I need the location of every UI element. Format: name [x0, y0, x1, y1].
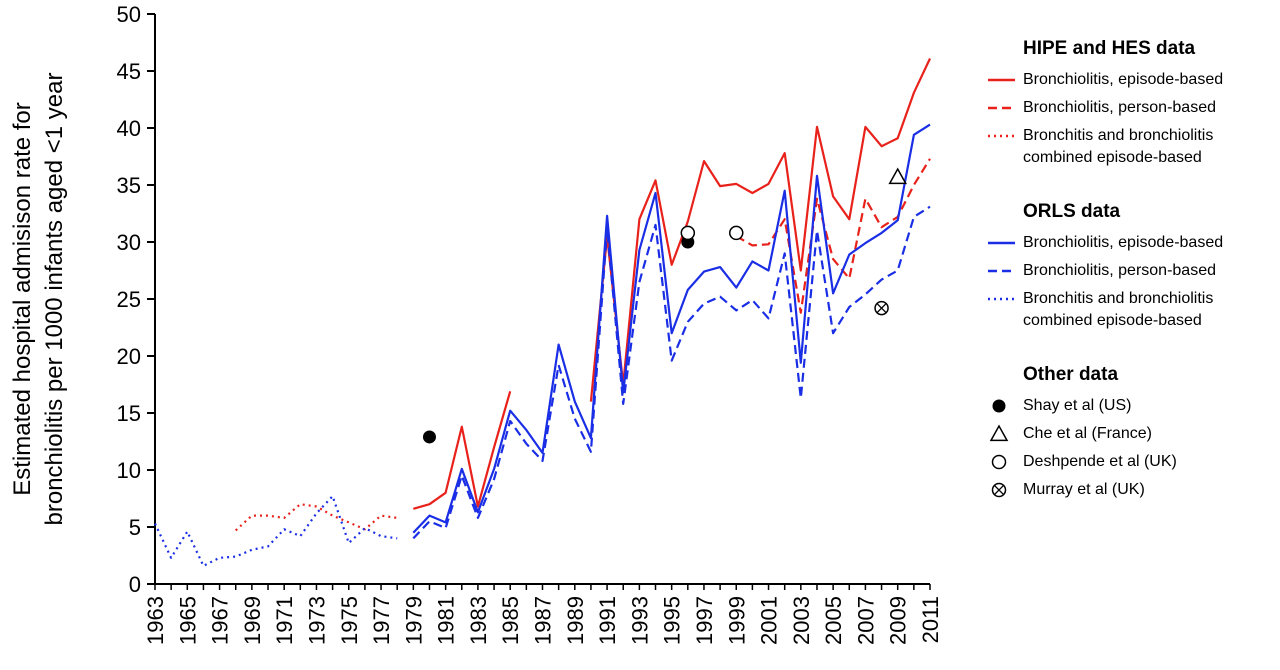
legend-swatch [988, 269, 1015, 273]
legend-entry-label: Deshpende et al (UK) [1023, 453, 1177, 470]
legend-swatch [988, 134, 1015, 138]
y-tick-label: 5 [129, 515, 141, 540]
legend: HIPE and HES data Bronchiolitis, episode-… [985, 38, 1275, 535]
x-axis: 1963 1965 1967 1969 1971 1973 1975 1977 1979 1981… [143, 583, 943, 645]
x-tick-label: 2001 [757, 596, 782, 645]
y-tick-label: 25 [117, 287, 141, 312]
legend-entry-label: Bronchiolitis, episode-based [1023, 71, 1224, 88]
legend-entry: Bronchitis and bronchiolitis combined ep… [985, 125, 1275, 169]
x-tick-label: 1965 [175, 596, 200, 645]
x-tick-label: 1999 [724, 596, 749, 645]
legend-entry-label: Bronchitis and bronchiolitis combined ep… [1023, 290, 1214, 329]
x-tick-label: 1975 [337, 596, 362, 645]
legend-entry: Deshpende et al (UK) [985, 451, 1275, 475]
legend-group-title: ORLS data [1023, 201, 1121, 222]
legend-marker [991, 482, 1007, 498]
legend-entry: Bronchitis and bronchiolitis combined ep… [985, 288, 1275, 332]
series-line-orls_combined [154, 495, 398, 567]
series-line-hipe_episode_b [589, 58, 931, 402]
legend-swatch [988, 297, 1015, 301]
data-point-che [888, 167, 907, 185]
legend-entry: Bronchiolitis, episode-based [985, 232, 1275, 256]
legend-entry-label: Bronchiolitis, episode-based [1023, 234, 1224, 251]
legend-swatch [989, 424, 1009, 442]
x-tick-label: 1963 [143, 596, 168, 645]
marker-layer [422, 167, 907, 444]
x-tick-label: 1969 [240, 596, 265, 645]
x-tick-label: 2007 [853, 596, 878, 645]
legend-group: ORLS data Bronchiolitis, episode-based Bro… [985, 201, 1275, 332]
x-tick-label: 1993 [627, 596, 652, 645]
legend-group-title: HIPE and HES data [1023, 38, 1196, 59]
data-point-shay [422, 430, 436, 444]
x-tick-label: 1989 [563, 596, 588, 645]
series-line-hipe_episode [412, 390, 512, 510]
y-tick-label: 15 [117, 401, 141, 426]
y-axis-label: Estimated hospital admisison rate for bro… [9, 73, 68, 526]
x-tick-label: 2003 [789, 596, 814, 645]
legend-entry-label: Shay et al (US) [1023, 397, 1132, 414]
x-tick-label: 1991 [595, 596, 620, 645]
y-axis: 0 5 10 15 20 25 30 35 40 45 50 [117, 2, 156, 597]
x-tick-label: 1977 [369, 596, 394, 645]
data-point-murray [874, 300, 889, 316]
x-tick-label: 2011 [918, 596, 943, 643]
legend-group: HIPE and HES data Bronchiolitis, episode-… [985, 38, 1275, 169]
y-axis-label-line: Estimated hospital admisison rate for [9, 102, 36, 496]
legend-swatch [988, 241, 1015, 245]
legend-entry-label: Che et al (France) [1023, 425, 1152, 442]
legend-entry: Murray et al (UK) [985, 479, 1275, 503]
x-tick-label: 1997 [692, 596, 717, 645]
y-tick-label: 0 [129, 572, 141, 597]
series-line-hipe_combined [234, 503, 398, 532]
data-point-deshpende [680, 225, 696, 241]
legend-group-title: Other data [1023, 364, 1119, 385]
legend-entry: Bronchiolitis, person-based [985, 260, 1275, 284]
x-tick-label: 2005 [821, 596, 846, 645]
legend-marker [989, 424, 1009, 442]
y-tick-label: 10 [117, 458, 141, 483]
legend-entry-label: Bronchiolitis, person-based [1023, 262, 1216, 279]
series-line-orls_episode [412, 123, 931, 534]
series-layer [154, 58, 931, 567]
legend-marker [992, 399, 1006, 413]
y-tick-label: 20 [117, 344, 141, 369]
series-line-orls_person [412, 205, 931, 540]
legend-entry-label: Murray et al (UK) [1023, 481, 1145, 498]
y-tick-label: 45 [117, 59, 141, 84]
x-tick-label: 1995 [660, 596, 685, 645]
x-tick-label: 1985 [498, 596, 523, 645]
legend-swatch [991, 482, 1007, 498]
legend-entry: Bronchiolitis, person-based [985, 97, 1275, 121]
y-axis-label-line: bronchiolitis per 1000 infants aged <1 y… [41, 73, 68, 526]
legend-group: Other data Shay et al (US) Che et al (Fran… [985, 364, 1275, 503]
legend-entry-label: Bronchiolitis, person-based [1023, 99, 1216, 116]
x-tick-label: 1979 [401, 596, 426, 645]
legend-swatch [988, 106, 1015, 110]
legend-entry: Shay et al (US) [985, 395, 1275, 419]
x-tick-label: 2009 [886, 596, 911, 645]
x-tick-label: 1973 [304, 596, 329, 645]
y-tick-label: 50 [117, 2, 141, 27]
y-tick-label: 35 [117, 173, 141, 198]
legend-entry: Che et al (France) [985, 423, 1275, 447]
legend-swatch [991, 454, 1007, 470]
x-tick-label: 1981 [434, 596, 459, 645]
x-tick-label: 1983 [466, 596, 491, 645]
legend-entry: Bronchiolitis, episode-based [985, 69, 1275, 93]
x-tick-label: 1971 [272, 596, 297, 645]
x-tick-label: 1987 [531, 596, 556, 645]
x-tick-label: 1967 [208, 596, 233, 645]
y-tick-label: 30 [117, 230, 141, 255]
legend-entry-label: Bronchitis and bronchiolitis combined ep… [1023, 127, 1214, 166]
data-point-deshpende [729, 225, 744, 241]
legend-swatch [988, 78, 1015, 82]
legend-marker [991, 454, 1007, 470]
y-tick-label: 40 [117, 116, 141, 141]
legend-swatch [992, 399, 1006, 413]
